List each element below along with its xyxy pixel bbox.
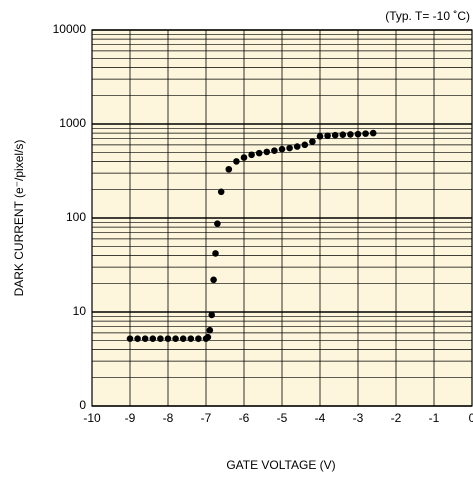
annotation: (Typ. T= -10 ˚C) bbox=[385, 9, 470, 23]
point bbox=[126, 335, 134, 342]
point bbox=[293, 143, 301, 150]
point bbox=[354, 130, 362, 138]
x-tick-label: 0 bbox=[469, 411, 473, 425]
point bbox=[362, 130, 369, 137]
x-tick-label: -2 bbox=[391, 411, 402, 425]
point bbox=[316, 132, 324, 140]
point bbox=[286, 144, 293, 152]
y-tick-label: 1000 bbox=[59, 116, 86, 130]
x-tick-label: -3 bbox=[353, 411, 364, 425]
point bbox=[141, 335, 149, 342]
point bbox=[233, 158, 240, 165]
point bbox=[206, 326, 214, 334]
point bbox=[179, 335, 187, 342]
y-tick-label: 10 bbox=[73, 304, 87, 318]
y-axis-label: DARK CURRENT (e⁻/pixel/s) bbox=[12, 140, 26, 297]
plot-frame bbox=[91, 29, 473, 407]
point bbox=[309, 138, 316, 145]
point bbox=[134, 335, 141, 342]
point bbox=[210, 276, 217, 284]
point bbox=[172, 335, 179, 342]
point bbox=[157, 335, 164, 342]
point bbox=[225, 165, 233, 173]
y-tick-label: 0 bbox=[79, 398, 86, 412]
point bbox=[324, 132, 331, 140]
point bbox=[369, 129, 377, 137]
y-tick-label: 10000 bbox=[53, 22, 87, 36]
point bbox=[164, 335, 172, 342]
x-tick-label: -7 bbox=[201, 411, 212, 425]
x-tick-label: -4 bbox=[315, 411, 326, 425]
point bbox=[331, 131, 339, 139]
x-tick-label: -8 bbox=[163, 411, 174, 425]
point bbox=[214, 220, 221, 227]
point bbox=[347, 131, 354, 138]
x-tick-label: -9 bbox=[125, 411, 136, 425]
point bbox=[263, 148, 271, 156]
point bbox=[212, 250, 219, 257]
point bbox=[248, 151, 255, 159]
point bbox=[271, 147, 278, 154]
point bbox=[149, 335, 157, 342]
x-tick-label: -10 bbox=[83, 411, 101, 425]
x-axis-label: GATE VOLTAGE (V) bbox=[226, 458, 335, 472]
point bbox=[240, 154, 248, 161]
x-tick-label: -1 bbox=[429, 411, 440, 425]
point bbox=[187, 335, 195, 342]
point bbox=[208, 311, 215, 319]
point bbox=[204, 333, 212, 341]
x-tick-label: -5 bbox=[277, 411, 288, 425]
point bbox=[301, 141, 309, 149]
point bbox=[339, 131, 347, 138]
point bbox=[217, 188, 225, 196]
point bbox=[255, 149, 263, 157]
point bbox=[195, 335, 202, 342]
point bbox=[278, 145, 286, 153]
x-tick-label: -6 bbox=[239, 411, 250, 425]
y-tick-label: 100 bbox=[66, 210, 86, 224]
